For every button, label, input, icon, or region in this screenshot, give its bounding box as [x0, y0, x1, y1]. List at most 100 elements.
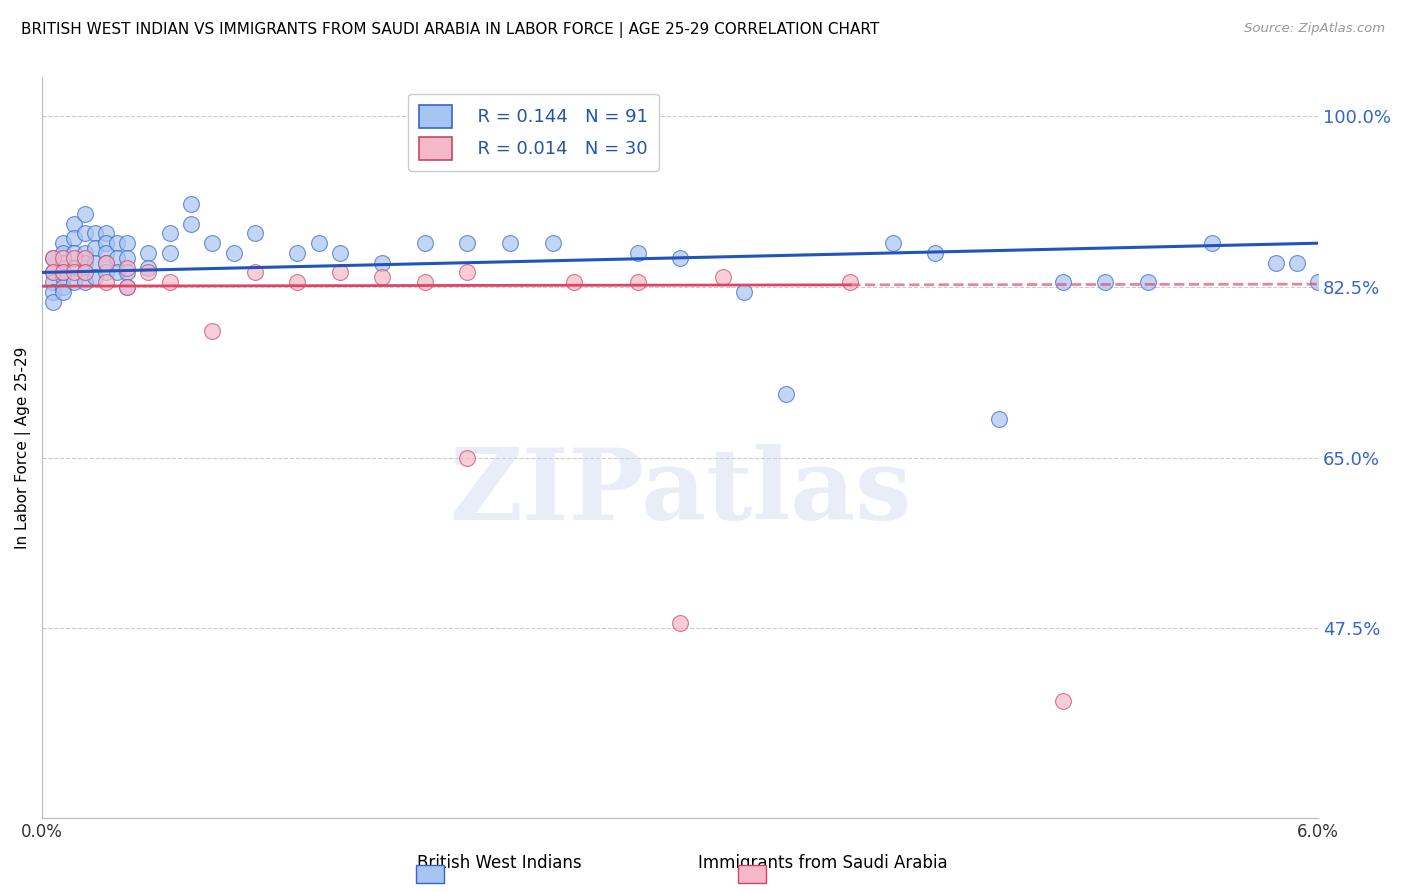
Point: [52, 265, 75, 279]
Point: [222, 246, 245, 260]
Point: [839, 275, 862, 289]
Point: [499, 110, 522, 124]
Point: [115, 280, 138, 294]
Point: [63, 260, 86, 275]
Point: [52, 246, 75, 260]
Point: [52, 285, 75, 299]
Point: [73, 275, 96, 289]
Point: [243, 227, 266, 241]
Point: [541, 236, 564, 251]
Point: [84, 256, 107, 270]
Point: [180, 217, 202, 231]
Point: [94, 256, 117, 270]
Point: [115, 260, 138, 275]
Point: [73, 227, 96, 241]
Point: [711, 270, 734, 285]
Point: [1201, 236, 1223, 251]
Point: [733, 285, 755, 299]
Point: [42, 265, 65, 279]
Point: [669, 616, 692, 631]
Text: Immigrants from Saudi Arabia: Immigrants from Saudi Arabia: [697, 855, 948, 872]
Point: [42, 285, 65, 299]
Point: [243, 265, 266, 279]
Point: [626, 275, 648, 289]
Point: [63, 246, 86, 260]
Point: [775, 387, 797, 401]
Point: [988, 411, 1011, 425]
Point: [456, 450, 478, 465]
Point: [94, 236, 117, 251]
Point: [42, 294, 65, 309]
Point: [669, 251, 692, 265]
Point: [499, 110, 522, 124]
Point: [159, 246, 181, 260]
Point: [105, 236, 128, 251]
Point: [94, 265, 117, 279]
Point: [73, 246, 96, 260]
Point: [308, 236, 330, 251]
Point: [201, 324, 224, 338]
Point: [115, 251, 138, 265]
Point: [1052, 694, 1074, 708]
Point: [63, 217, 86, 231]
Point: [180, 197, 202, 211]
Point: [138, 246, 160, 260]
Point: [94, 256, 117, 270]
Point: [456, 236, 478, 251]
Point: [42, 265, 65, 279]
Point: [73, 265, 96, 279]
Point: [73, 256, 96, 270]
Point: [159, 275, 181, 289]
Point: [1052, 275, 1074, 289]
Point: [329, 265, 352, 279]
Point: [285, 275, 308, 289]
Point: [626, 246, 648, 260]
Point: [42, 251, 65, 265]
Point: [138, 260, 160, 275]
Point: [1264, 256, 1286, 270]
Y-axis label: In Labor Force | Age 25-29: In Labor Force | Age 25-29: [15, 347, 31, 549]
Point: [52, 251, 75, 265]
Point: [201, 236, 224, 251]
Point: [63, 251, 86, 265]
Point: [413, 275, 436, 289]
Point: [105, 251, 128, 265]
Point: [52, 280, 75, 294]
Point: [84, 227, 107, 241]
Point: [371, 256, 394, 270]
Point: [73, 207, 96, 221]
Point: [1094, 275, 1116, 289]
Text: BRITISH WEST INDIAN VS IMMIGRANTS FROM SAUDI ARABIA IN LABOR FORCE | AGE 25-29 C: BRITISH WEST INDIAN VS IMMIGRANTS FROM S…: [21, 22, 879, 38]
Point: [115, 265, 138, 279]
Point: [52, 270, 75, 285]
Point: [42, 251, 65, 265]
Point: [63, 275, 86, 289]
Point: [94, 227, 117, 241]
Point: [63, 265, 86, 279]
Point: [63, 231, 86, 245]
Point: [52, 256, 75, 270]
Point: [1137, 275, 1160, 289]
Point: [138, 265, 160, 279]
Point: [94, 275, 117, 289]
Point: [94, 246, 117, 260]
Point: [84, 270, 107, 285]
Point: [1285, 256, 1308, 270]
Point: [52, 236, 75, 251]
Point: [42, 275, 65, 289]
Point: [1308, 275, 1330, 289]
Point: [73, 265, 96, 279]
Point: [882, 236, 904, 251]
Point: [456, 265, 478, 279]
Point: [115, 236, 138, 251]
Text: Source: ZipAtlas.com: Source: ZipAtlas.com: [1244, 22, 1385, 36]
Point: [105, 265, 128, 279]
Point: [562, 275, 585, 289]
Point: [371, 270, 394, 285]
Text: ZIPatlas: ZIPatlas: [449, 444, 911, 541]
Legend:   R = 0.144   N = 91,   R = 0.014   N = 30: R = 0.144 N = 91, R = 0.014 N = 30: [408, 94, 659, 171]
Point: [924, 246, 946, 260]
Point: [329, 246, 352, 260]
Point: [115, 280, 138, 294]
Point: [499, 236, 522, 251]
